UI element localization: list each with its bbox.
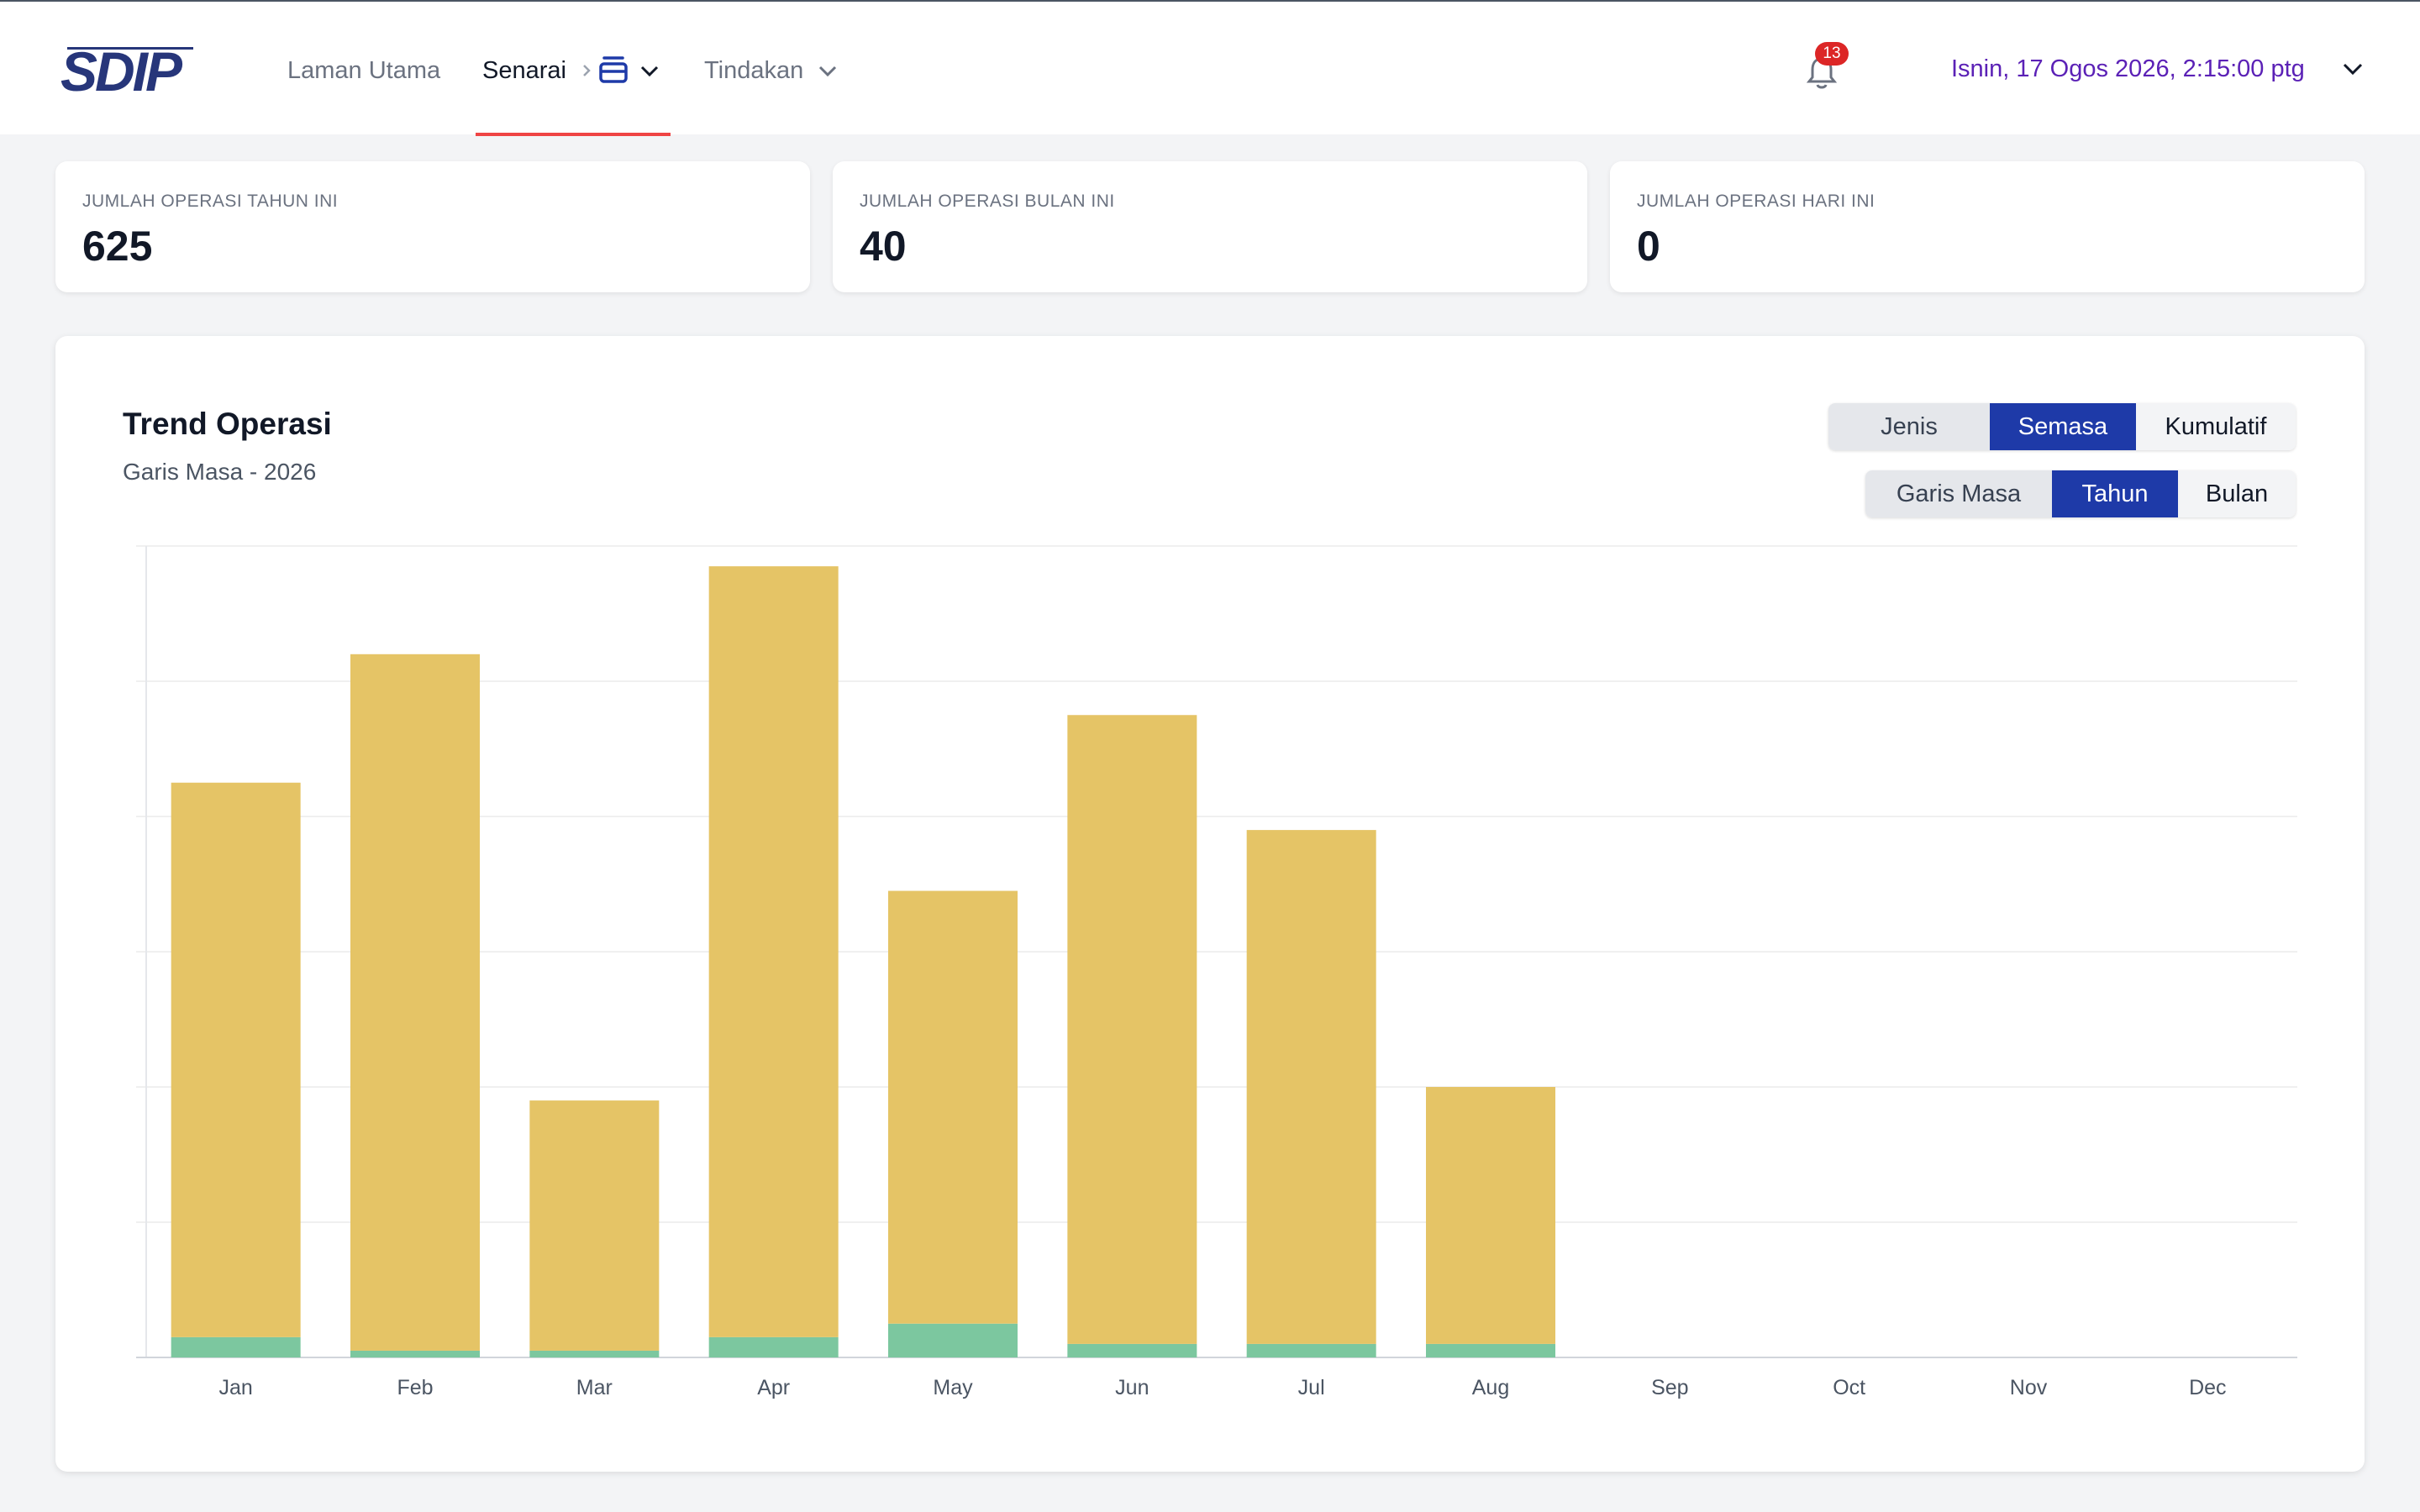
stat-label: JUMLAH OPERASI HARI INI — [1637, 192, 1876, 211]
bar-chart: Jan Feb Mar Apr May Jun Jul Aug Sep Oct Nov Dec — [136, 545, 2297, 1399]
stat-label: JUMLAH OPERASI TAHUN INI — [82, 192, 339, 211]
x-tick-label: Jul — [1298, 1376, 1325, 1399]
nav-laman-utama[interactable]: Laman Utama — [287, 57, 441, 84]
stat-card-year: JUMLAH OPERASI TAHUN INI 625 — [55, 161, 810, 292]
current-datetime[interactable]: Isnin, 17 Ogos 2026, 2:15:00 ptg — [1951, 55, 2305, 82]
x-tick-label: Feb — [397, 1376, 433, 1399]
stat-label: JUMLAH OPERASI BULAN INI — [860, 192, 1115, 211]
bar-jan-series-1[interactable] — [171, 1336, 301, 1357]
bar-mar-series-2[interactable] — [529, 1100, 660, 1351]
nav-senarai[interactable]: Senarai — [482, 57, 566, 84]
svg-text:SDIP: SDIP — [60, 40, 183, 97]
bar-jun-series-1[interactable] — [1067, 1343, 1197, 1357]
bar-jun-series-2[interactable] — [1067, 715, 1197, 1344]
x-tick-label: Jan — [219, 1376, 253, 1399]
bar-apr-series-2[interactable] — [708, 566, 839, 1337]
nav-tindakan[interactable]: Tindakan — [704, 57, 804, 84]
period-button-bulan[interactable]: Bulan — [2178, 470, 2296, 517]
x-tick-label: Mar — [576, 1376, 613, 1399]
mode-toggle-group: Jenis Semasa Kumulatif — [1828, 403, 2296, 450]
chevron-down-icon[interactable] — [639, 62, 660, 79]
bar-may-series-1[interactable] — [888, 1323, 1018, 1357]
notification-badge: 13 — [1815, 42, 1849, 66]
mode-button-semasa[interactable]: Semasa — [1990, 403, 2136, 450]
chevron-down-icon[interactable] — [817, 62, 839, 79]
period-button-tahun[interactable]: Tahun — [2052, 470, 2178, 517]
stat-card-month: JUMLAH OPERASI BULAN INI 40 — [833, 161, 1587, 292]
bar-feb-series-2[interactable] — [350, 654, 480, 1351]
x-tick-label: Dec — [2189, 1376, 2226, 1399]
bar-jan-series-2[interactable] — [171, 782, 301, 1337]
chevron-right-icon — [583, 65, 591, 76]
active-nav-underline — [476, 133, 671, 136]
bar-mar-series-1[interactable] — [529, 1350, 660, 1357]
chevron-down-icon[interactable] — [2341, 59, 2365, 79]
stat-card-day: JUMLAH OPERASI HARI INI 0 — [1610, 161, 2365, 292]
chart-title: Trend Operasi — [123, 407, 332, 441]
stat-value: 625 — [82, 223, 153, 270]
mode-button-kumulatif[interactable]: Kumulatif — [2136, 403, 2296, 450]
bar-aug-series-2[interactable] — [1426, 1087, 1555, 1344]
x-tick-label: Jun — [1115, 1376, 1149, 1399]
x-tick-label: Aug — [1472, 1376, 1509, 1399]
x-tick-label: Apr — [757, 1376, 790, 1399]
stat-value: 0 — [1637, 223, 1660, 270]
bar-apr-series-1[interactable] — [708, 1336, 839, 1357]
bar-jul-series-1[interactable] — [1246, 1343, 1376, 1357]
chart-subtitle: Garis Masa - 2026 — [123, 459, 317, 485]
x-tick-label: May — [933, 1376, 973, 1399]
top-navigation-bar: SDIP Laman Utama Senarai Tindakan 13 Isn… — [0, 0, 2420, 136]
period-toggle-group: Garis Masa Tahun Bulan — [1865, 470, 2296, 517]
bar-feb-series-1[interactable] — [350, 1350, 480, 1357]
x-tick-label: Oct — [1833, 1376, 1865, 1399]
mode-button-jenis[interactable]: Jenis — [1828, 403, 1990, 450]
trend-chart-card: Trend Operasi Garis Masa - 2026 Jenis Se… — [55, 336, 2365, 1472]
x-tick-label: Nov — [2010, 1376, 2048, 1399]
sdip-logo[interactable]: SDIP — [60, 40, 203, 97]
period-button-garis-masa[interactable]: Garis Masa — [1865, 470, 2052, 517]
stat-value: 40 — [860, 223, 907, 270]
bar-jul-series-2[interactable] — [1246, 830, 1376, 1344]
bar-may-series-2[interactable] — [888, 890, 1018, 1324]
bar-aug-series-1[interactable] — [1426, 1343, 1555, 1357]
inbox-stack-icon[interactable] — [598, 55, 629, 84]
x-tick-label: Sep — [1651, 1376, 1688, 1399]
